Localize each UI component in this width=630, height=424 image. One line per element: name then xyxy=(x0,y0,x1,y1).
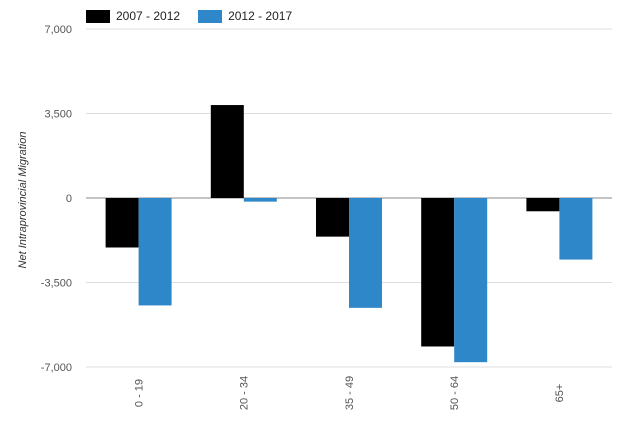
bar xyxy=(421,198,455,347)
legend-label-series-1: 2007 - 2012 xyxy=(116,9,181,23)
bar xyxy=(316,198,349,237)
bar xyxy=(526,198,560,212)
y-tick-label: -3,500 xyxy=(41,278,72,290)
bar xyxy=(454,198,488,363)
bar xyxy=(210,105,244,198)
x-tick-label: 50 - 64 xyxy=(449,376,461,410)
bar xyxy=(138,198,172,306)
y-tick-label: 0 xyxy=(66,193,72,205)
legend-swatch-series-2 xyxy=(198,9,223,23)
legend-swatch-series-1 xyxy=(86,9,110,23)
x-tick-label: 35 - 49 xyxy=(344,376,356,410)
x-tick-label: 0 - 19 xyxy=(133,379,145,407)
y-tick-label: 7,000 xyxy=(44,24,72,36)
bar xyxy=(105,198,139,248)
y-tick-label: -7,000 xyxy=(41,362,72,374)
bar xyxy=(243,198,277,202)
x-tick-label: 20 - 34 xyxy=(239,376,251,410)
legend: 2007 - 2012 2012 - 2017 xyxy=(86,9,292,23)
legend-item-series-1[interactable]: 2007 - 2012 xyxy=(86,9,180,23)
bar xyxy=(559,198,593,260)
legend-label-series-2: 2012 - 2017 xyxy=(228,9,293,23)
bar xyxy=(349,198,382,308)
x-tick-label: 65+ xyxy=(554,384,566,403)
y-tick-label: 3,500 xyxy=(44,109,72,121)
legend-item-series-2[interactable]: 2012 - 2017 xyxy=(198,9,292,23)
